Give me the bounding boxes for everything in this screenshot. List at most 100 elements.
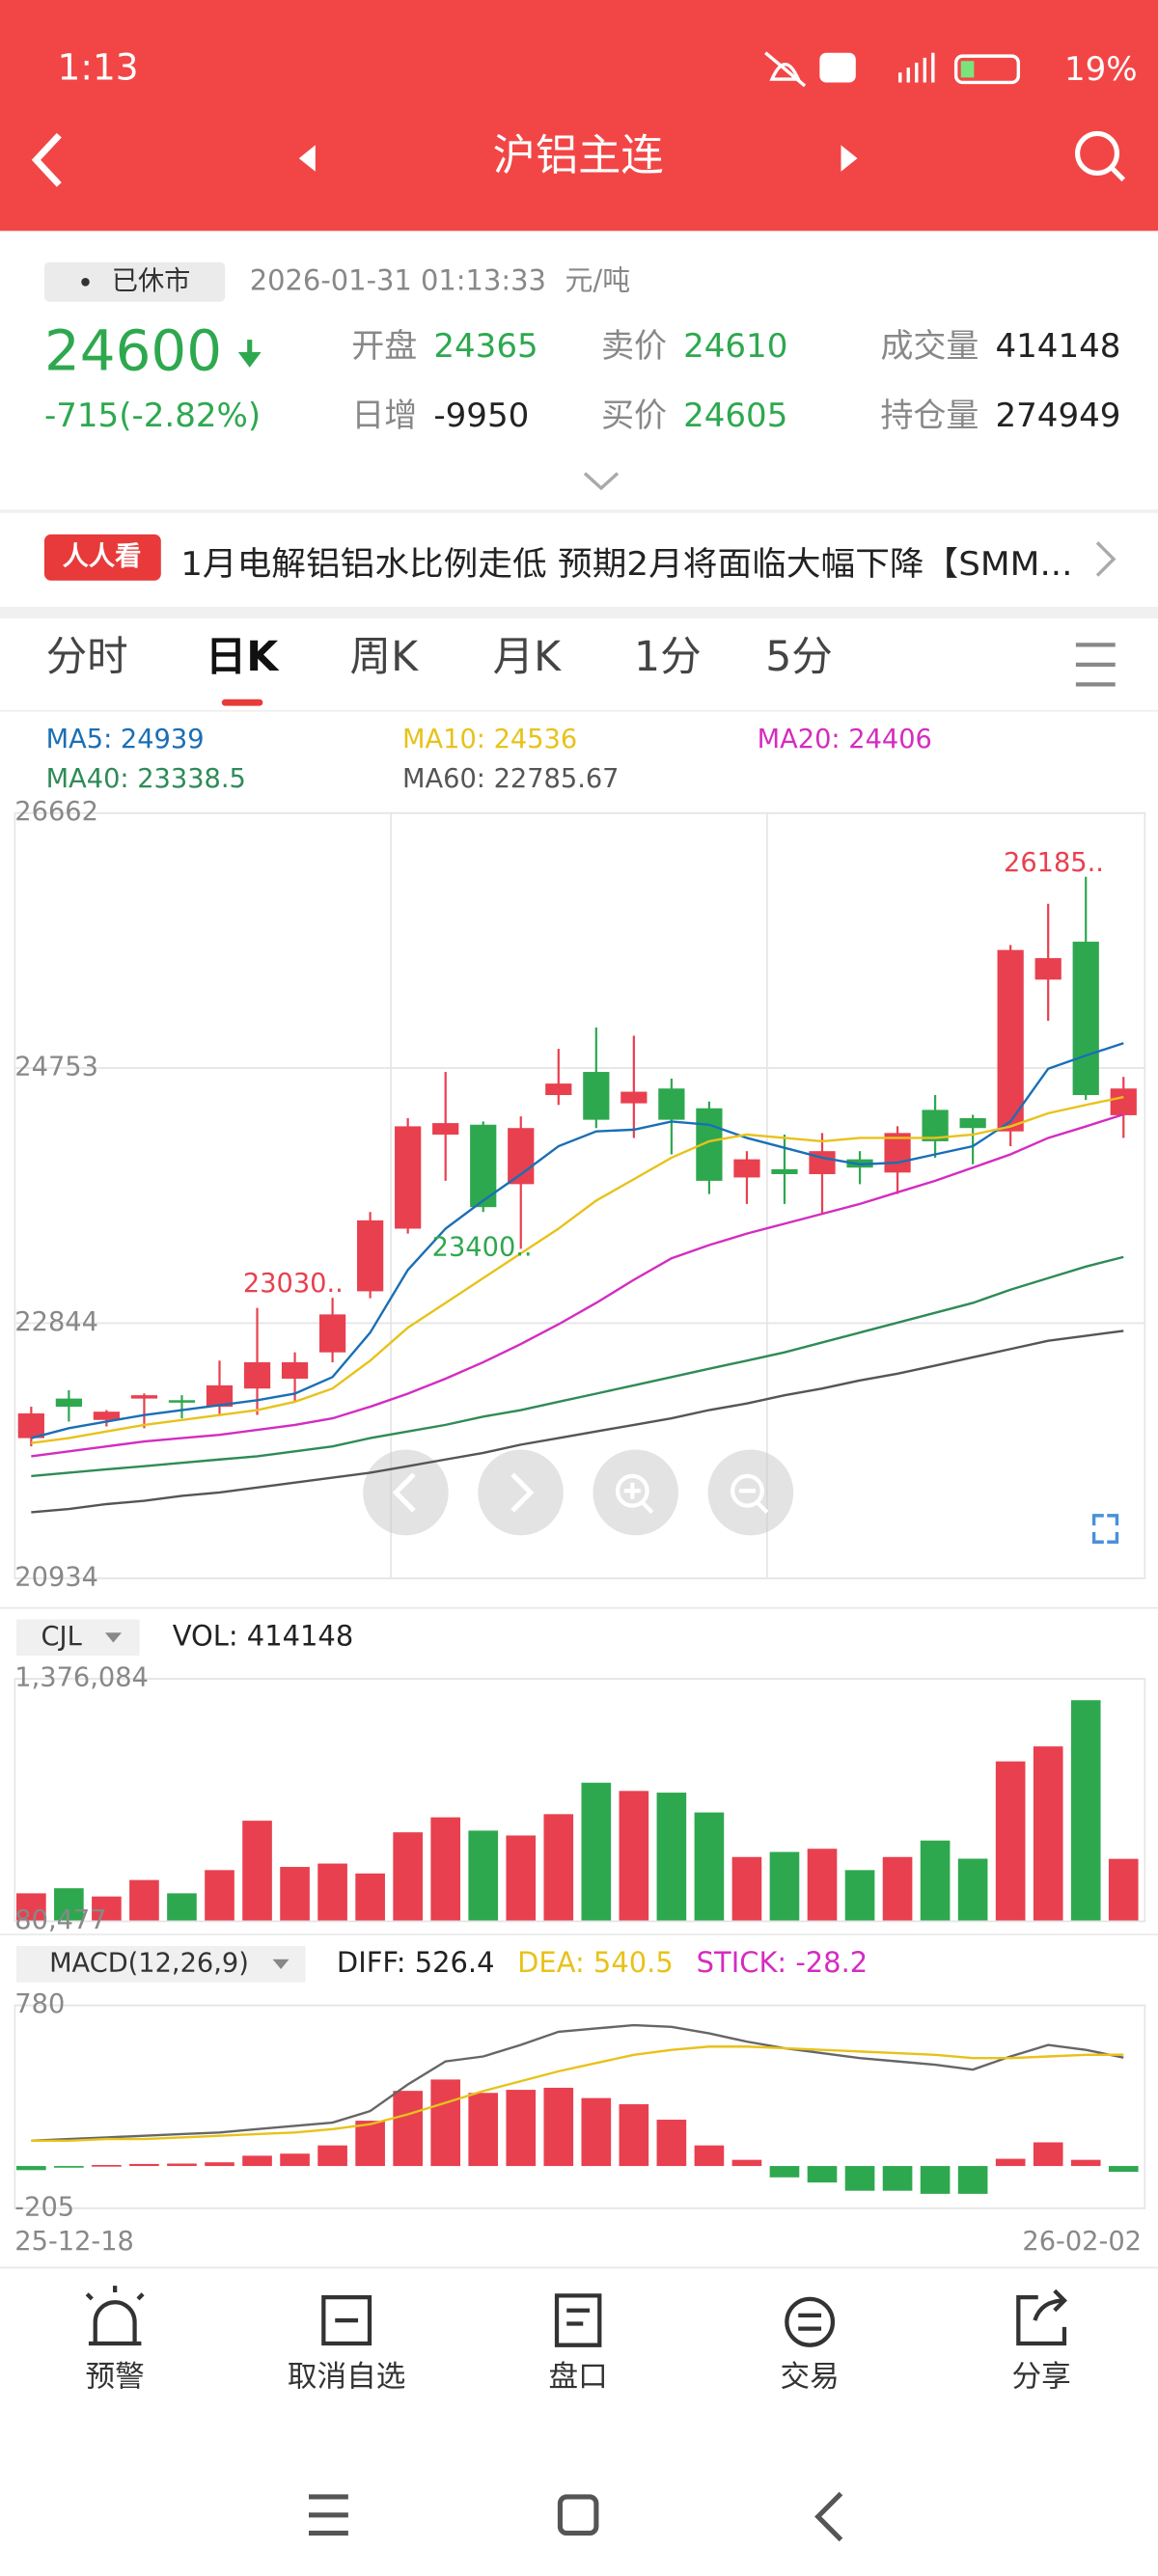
field-value: 24605 (683, 397, 787, 435)
down-arrow (237, 340, 262, 368)
macd-stick (317, 2145, 347, 2167)
macd-stick (92, 2164, 122, 2167)
indicator-select[interactable] (16, 1619, 140, 1657)
candle-body (432, 1123, 459, 1135)
volume-bar (731, 1856, 762, 1922)
candle-body (884, 1133, 911, 1173)
macd-stick (844, 2166, 875, 2191)
period-tab[interactable]: 分时 (46, 633, 128, 681)
toolbar-label[interactable]: 分享 (1012, 2360, 1071, 2394)
nav-home[interactable] (557, 2494, 599, 2536)
annotation: 26185.. (1004, 848, 1104, 878)
share-icon[interactable] (1016, 2288, 1067, 2346)
macd-stick (957, 2166, 988, 2194)
timestamp: 2026-01-31 01:13:33 (250, 263, 546, 296)
news-badge-text: 人人看 (63, 541, 142, 571)
news-badge (43, 534, 161, 581)
status-dot (81, 278, 90, 287)
scroll-left[interactable] (363, 1449, 449, 1536)
field-value: 24610 (683, 327, 787, 366)
candle-body (997, 949, 1024, 1132)
volume-bar (167, 1893, 197, 1922)
field-value: -9950 (433, 397, 529, 435)
dropdown-arrow (104, 1632, 122, 1643)
candle-body (1072, 942, 1099, 1096)
toolbar-label[interactable]: 盘口 (549, 2360, 608, 2394)
candle-body (206, 1384, 234, 1408)
y-tick-label: -205 (14, 2192, 74, 2222)
macd-stick (355, 2121, 385, 2167)
field-label: 成交量 (880, 327, 979, 366)
volume-bar (54, 1888, 84, 1922)
period-tab[interactable]: 1分 (634, 633, 702, 681)
period-tab[interactable]: 周K (350, 633, 419, 681)
macd-stick (1108, 2166, 1139, 2173)
search-button[interactable] (1075, 130, 1126, 182)
next-contract[interactable] (841, 145, 858, 172)
volume-bar (581, 1782, 612, 1922)
candle-body (545, 1083, 572, 1096)
orderbook-icon[interactable] (554, 2293, 602, 2347)
toolbar-label[interactable]: 预警 (86, 2360, 145, 2394)
macd-stick (543, 2087, 574, 2167)
dropdown-arrow (272, 1959, 290, 1969)
candle-body (508, 1128, 535, 1185)
legend-entry: MA10: 24536 (402, 725, 577, 754)
volume-bar (844, 1870, 875, 1922)
annotation: 23030.. (243, 1269, 344, 1299)
icon (615, 1473, 654, 1514)
volume-bar (280, 1867, 310, 1922)
field-label: 日增 (351, 397, 417, 435)
volume-bar (1108, 1858, 1139, 1922)
nav-menu[interactable] (309, 2494, 348, 2536)
toolbar-label[interactable]: 交易 (781, 2360, 840, 2394)
macd-stick (393, 2091, 423, 2167)
y-tick-label: 20934 (14, 1562, 98, 1592)
candle-body (1034, 958, 1062, 980)
status-icons (764, 51, 1021, 88)
macd-stick (581, 2097, 612, 2167)
prev-contract[interactable] (298, 145, 316, 172)
macd-stick (731, 2159, 762, 2167)
icon (392, 1472, 416, 1513)
candle-body (733, 1159, 760, 1178)
back-button[interactable] (31, 132, 62, 187)
macd-stick (769, 2166, 800, 2178)
macd-stick (694, 2145, 725, 2167)
news-headline[interactable]: 1月电解铝铝水比例走低 预期2月将面临大幅下降【SMM... (180, 545, 1072, 584)
x-tick-label: 26-02-02 (1022, 2227, 1142, 2257)
scroll-right[interactable] (478, 1449, 564, 1536)
news-arrow[interactable] (1095, 541, 1117, 577)
alert-icon[interactable] (85, 2286, 145, 2346)
period-tab[interactable]: 月K (493, 633, 562, 681)
trade-icon[interactable] (785, 2296, 836, 2347)
expand-button[interactable] (583, 472, 620, 491)
y-tick-label: 780 (14, 1989, 65, 2019)
toolbar-label[interactable]: 取消自选 (288, 2360, 406, 2394)
toolbar-icons (85, 2286, 1067, 2347)
indicator-select[interactable] (16, 1946, 306, 1983)
field-value: 414148 (995, 327, 1120, 366)
nav-back[interactable] (814, 2491, 843, 2542)
fullscreen-button[interactable] (1091, 1514, 1119, 1544)
legend-entry: STICK: -28.2 (697, 1946, 868, 1979)
volume-label: VOL: 414148 (173, 1619, 354, 1652)
volume-bar (355, 1873, 385, 1922)
annotation: 23400.. (432, 1232, 533, 1262)
period-tab[interactable]: 日K (206, 633, 280, 681)
volume-bar (882, 1856, 913, 1922)
volume-bar (543, 1814, 574, 1922)
macd-stick (506, 2090, 537, 2167)
indicator-line (31, 1255, 1124, 1478)
unfavorite-icon[interactable] (321, 2294, 372, 2346)
x-tick-label: 25-12-18 (14, 2227, 134, 2257)
macd-stick (468, 2093, 499, 2167)
period-tab[interactable]: 5分 (765, 633, 833, 681)
battery: 19% (1064, 50, 1138, 89)
tab-underline (221, 699, 263, 706)
field-label: 卖价 (601, 327, 667, 366)
menu-button[interactable] (1075, 643, 1116, 687)
header-bg (0, 0, 1158, 232)
macd-stick (1070, 2159, 1101, 2167)
legend-entry: MA5: 24939 (46, 725, 205, 754)
